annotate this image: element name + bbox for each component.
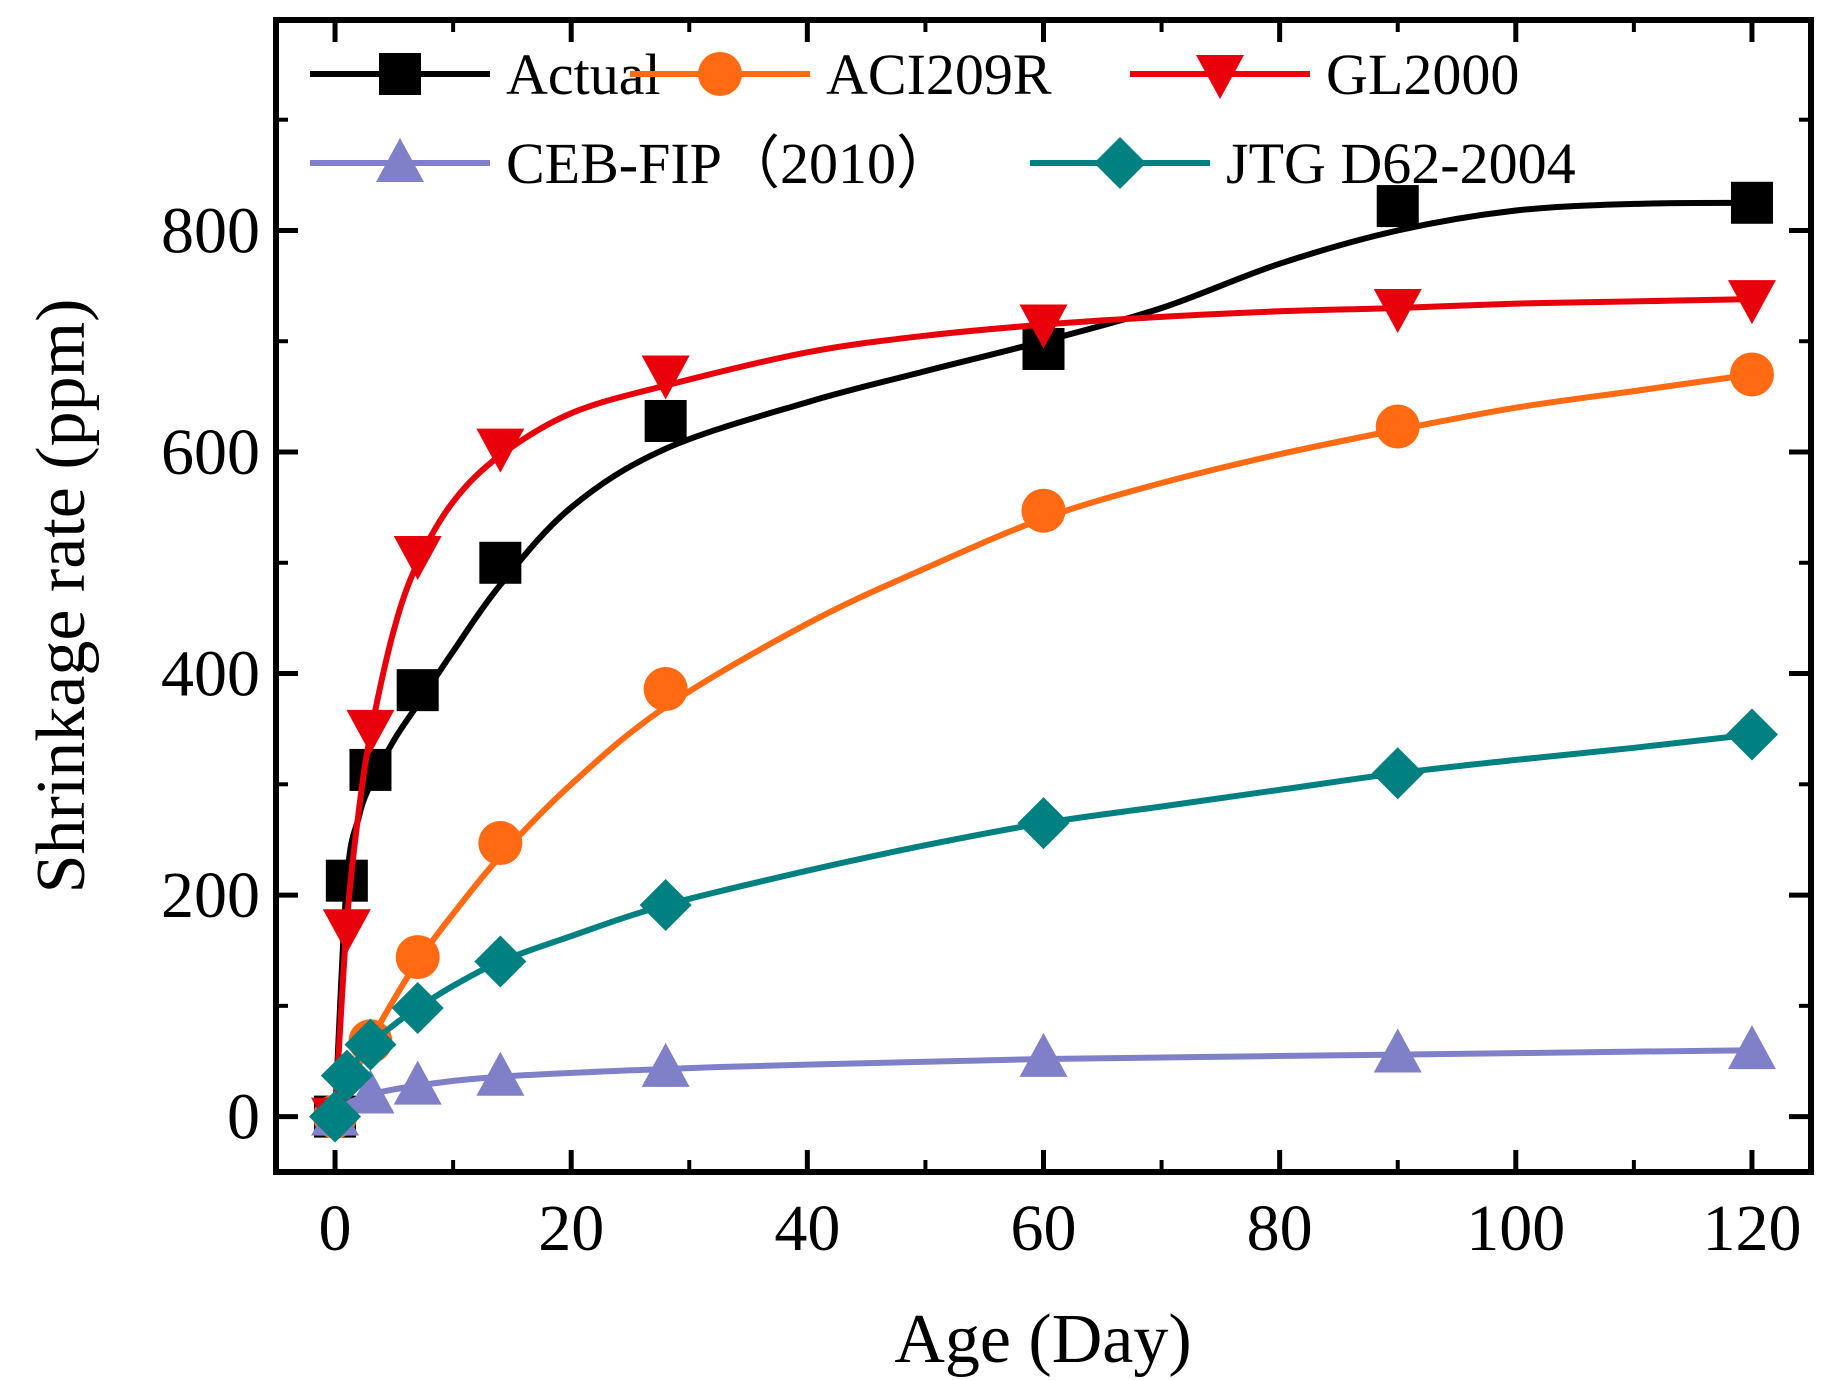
legend-item-actual: Actual <box>310 42 661 107</box>
data-point-ceb-fip-2010 <box>346 1069 395 1114</box>
data-point-gl2000 <box>1373 289 1422 333</box>
y-tick-label: 400 <box>161 638 260 711</box>
legend-item-aci209r: ACI209R <box>630 42 1052 107</box>
x-tick-label: 20 <box>538 1192 604 1265</box>
data-point-ceb-fip-2010 <box>476 1051 525 1096</box>
legend-label-ceb-fip-2010: CEB-FIP（2010） <box>506 131 954 196</box>
data-point-actual <box>479 541 522 584</box>
series-aci209r <box>313 352 1774 1139</box>
series-line-aci209r <box>332 371 1755 1120</box>
data-point-ceb-fip-2010 <box>393 1060 442 1105</box>
y-axis-title: Shrinkage rate (ppm) <box>23 299 100 894</box>
series-gl2000 <box>311 280 1776 1142</box>
legend: Actual ACI209R GL2000 CEB-FIP（2010） JTG D62-… <box>310 42 1576 196</box>
data-point-aci209r <box>643 667 688 712</box>
data-point-jtg-d62-2004 <box>320 1049 373 1102</box>
data-point-ceb-fip-2010 <box>1373 1028 1422 1073</box>
data-point-gl2000 <box>322 909 371 954</box>
axis-ticks: 0 20 40 60 80 100 120 0 200 400 600 800 <box>161 20 1811 1265</box>
y-tick-label: 600 <box>161 416 260 489</box>
series-layer <box>309 181 1778 1143</box>
data-point-aci209r <box>478 821 523 866</box>
data-point-jtg-d62-2004 <box>309 1090 362 1143</box>
legend-marker-jtg-d62-2004 <box>1094 137 1146 189</box>
data-point-actual <box>396 669 439 712</box>
data-point-actual <box>349 748 392 791</box>
data-point-aci209r <box>1729 352 1774 397</box>
data-point-actual <box>1376 185 1419 228</box>
legend-label-gl2000: GL2000 <box>1326 42 1519 107</box>
data-point-jtg-d62-2004 <box>474 935 527 988</box>
data-point-jtg-d62-2004 <box>1017 797 1070 850</box>
x-tick-label: 0 <box>319 1192 352 1265</box>
legend-label-aci209r: ACI209R <box>826 42 1052 107</box>
y-tick-label: 200 <box>161 859 260 932</box>
data-point-actual <box>1730 181 1773 224</box>
data-point-jtg-d62-2004 <box>1725 708 1778 761</box>
legend-label-jtg-d62-2004: JTG D62-2004 <box>1226 131 1576 196</box>
series-actual <box>314 181 1773 1138</box>
legend-marker-actual <box>379 53 421 95</box>
legend-item-ceb-fip-2010: CEB-FIP（2010） <box>310 131 954 196</box>
data-point-gl2000 <box>1019 304 1068 349</box>
data-point-ceb-fip-2010 <box>641 1042 690 1087</box>
data-point-ceb-fip-2010 <box>1727 1025 1776 1070</box>
series-line-gl2000 <box>332 296 1755 1120</box>
data-point-ceb-fip-2010 <box>1019 1032 1068 1077</box>
legend-item-gl2000: GL2000 <box>1130 42 1519 107</box>
x-tick-label: 40 <box>774 1192 840 1265</box>
data-point-gl2000 <box>346 709 395 754</box>
x-tick-label: 120 <box>1702 1192 1801 1265</box>
legend-item-jtg-d62-2004: JTG D62-2004 <box>1030 131 1576 196</box>
data-point-jtg-d62-2004 <box>391 982 444 1035</box>
data-point-jtg-d62-2004 <box>344 1018 397 1071</box>
series-line-jtg-d62-2004 <box>332 731 1755 1120</box>
series-jtg-d62-2004 <box>309 708 1778 1143</box>
series-ceb-fip-2010 <box>311 1025 1776 1136</box>
legend-marker-aci209r <box>698 52 742 96</box>
data-point-gl2000 <box>476 428 525 473</box>
x-tick-label: 80 <box>1247 1192 1313 1265</box>
data-point-jtg-d62-2004 <box>639 879 692 932</box>
data-point-actual <box>644 399 687 442</box>
y-tick-label: 800 <box>161 194 260 267</box>
data-point-gl2000 <box>641 355 690 400</box>
data-point-aci209r <box>1375 404 1420 449</box>
legend-marker-ceb-fip-2010 <box>376 138 424 182</box>
x-tick-label: 60 <box>1011 1192 1077 1265</box>
data-point-jtg-d62-2004 <box>1371 747 1424 800</box>
x-tick-label: 100 <box>1466 1192 1565 1265</box>
x-axis-title: Age (Day) <box>894 1301 1191 1378</box>
data-point-aci209r <box>1021 488 1066 533</box>
legend-marker-gl2000 <box>1196 55 1244 99</box>
data-point-gl2000 <box>393 536 442 581</box>
data-point-gl2000 <box>1727 280 1776 325</box>
y-tick-label: 0 <box>227 1081 260 1154</box>
data-point-aci209r <box>395 935 440 980</box>
